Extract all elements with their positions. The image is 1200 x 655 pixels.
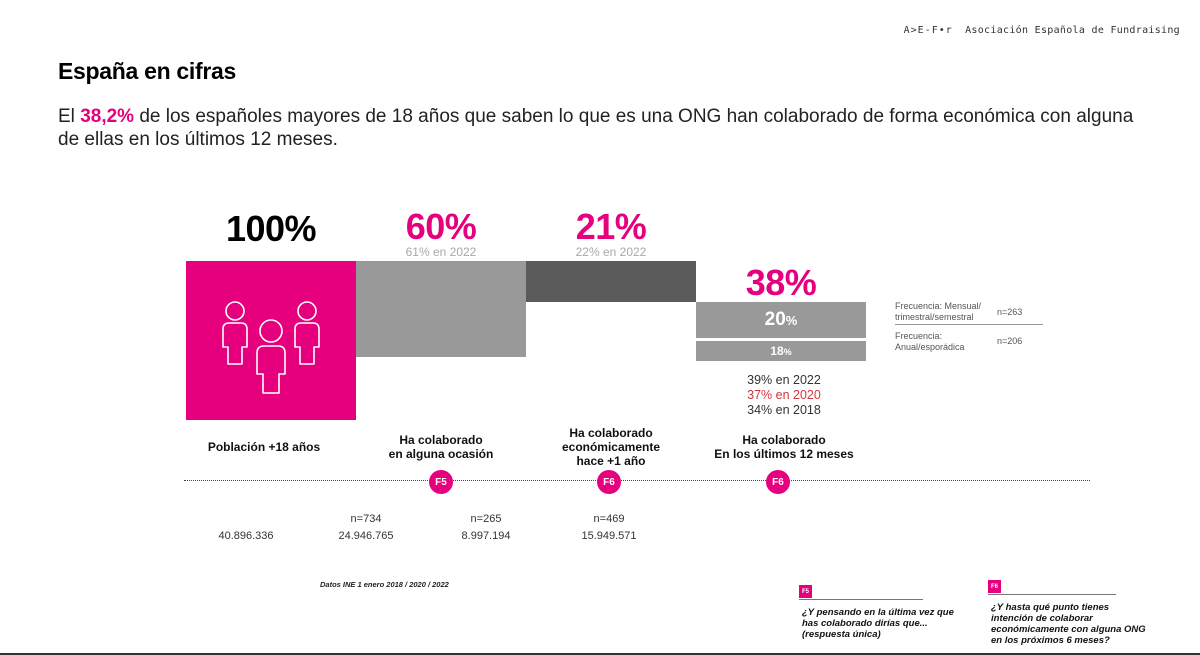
history-2020: 37% en 2020	[747, 388, 821, 402]
lead-paragraph: El 38,2% de los españoles mayores de 18 …	[58, 105, 1138, 151]
sample-n-734: n=734	[350, 513, 382, 525]
stage-3-previous: 22% en 2022	[575, 245, 647, 259]
population-total: 40.896.336	[218, 530, 274, 542]
stage-2-percent: 60%	[405, 206, 477, 247]
lead-prefix: El	[58, 106, 81, 127]
question-tag-f5: F5	[799, 585, 812, 598]
question-f6-rule	[988, 594, 1116, 595]
past-year-total: 8.997.194	[461, 530, 511, 542]
stage-3-percent: 21%	[575, 206, 647, 247]
question-f6-text: ¿Y hasta qué punto tienes intención de c…	[991, 602, 1146, 646]
badge-f5: F5	[429, 470, 453, 494]
history-2022: 39% en 2022	[747, 373, 821, 387]
frequent-unit: %	[785, 313, 798, 328]
timeline-divider	[184, 480, 1090, 481]
stage-1-label: Población +18 años	[207, 440, 321, 454]
page-title: España en cifras	[58, 58, 237, 84]
frequent-value: 20	[764, 309, 786, 330]
frequency-divider	[895, 324, 1043, 325]
question-tag-f6: F6	[988, 580, 1001, 593]
frequency-n-occasional: n=206	[997, 336, 1023, 346]
lead-highlight: 38,2%	[80, 106, 135, 127]
people-icon	[222, 301, 320, 394]
stage-4-label: Ha colaborado En los últimos 12 meses	[714, 433, 854, 461]
stage-3-block	[526, 261, 696, 302]
occasional-unit: %	[783, 347, 792, 357]
badge-f6-recent: F6	[766, 470, 790, 494]
occasional-value: 18	[770, 344, 784, 358]
stage-2-label: Ha colaborado en alguna ocasión	[388, 433, 494, 461]
frequency-n-regular: n=263	[997, 307, 1023, 317]
frequency-label-regular: Frecuencia: Mensual/ trimestral/semestra…	[895, 301, 982, 322]
sample-n-265: n=265	[470, 513, 502, 525]
sample-n-469: n=469	[593, 513, 625, 525]
stage-4-percent: 38%	[745, 262, 817, 303]
lead-suffix: de los españoles mayores de 18 años que …	[58, 106, 1134, 150]
stage-2-previous: 61% en 2022	[405, 245, 477, 259]
history-list: 39% en 2022 37% en 2020 34% en 2018	[696, 373, 872, 418]
question-f5-text: ¿Y pensando en la última vez que has col…	[802, 607, 954, 640]
badge-f6-past: F6	[597, 470, 621, 494]
brand-header: A>E-F•r Asociación Española de Fundraisi…	[904, 25, 1180, 36]
question-f5-rule	[799, 599, 923, 600]
source-note: Datos INE 1 enero 2018 / 2020 / 2022	[320, 580, 449, 589]
bottom-rule	[0, 653, 1200, 655]
brand-name: Asociación Española de Fundraising	[965, 25, 1180, 36]
collaborated-total: 24.946.765	[338, 530, 394, 542]
stage-2-block	[356, 261, 526, 357]
history-2018: 34% en 2018	[747, 403, 821, 417]
occasional-donors-bar: 18%	[696, 341, 866, 361]
brand-logo: A>E-F•r	[903, 25, 953, 36]
frequent-donors-bar: 20%	[696, 302, 866, 338]
stage-3-label: Ha colaborado económicamente hace +1 año	[561, 426, 661, 468]
stage-1-percent: 100%	[225, 208, 317, 249]
recent-total: 15.949.571	[581, 530, 637, 542]
frequency-label-occasional: Frecuencia: Anual/esporádica	[895, 331, 965, 352]
stage-1-block	[186, 261, 356, 420]
